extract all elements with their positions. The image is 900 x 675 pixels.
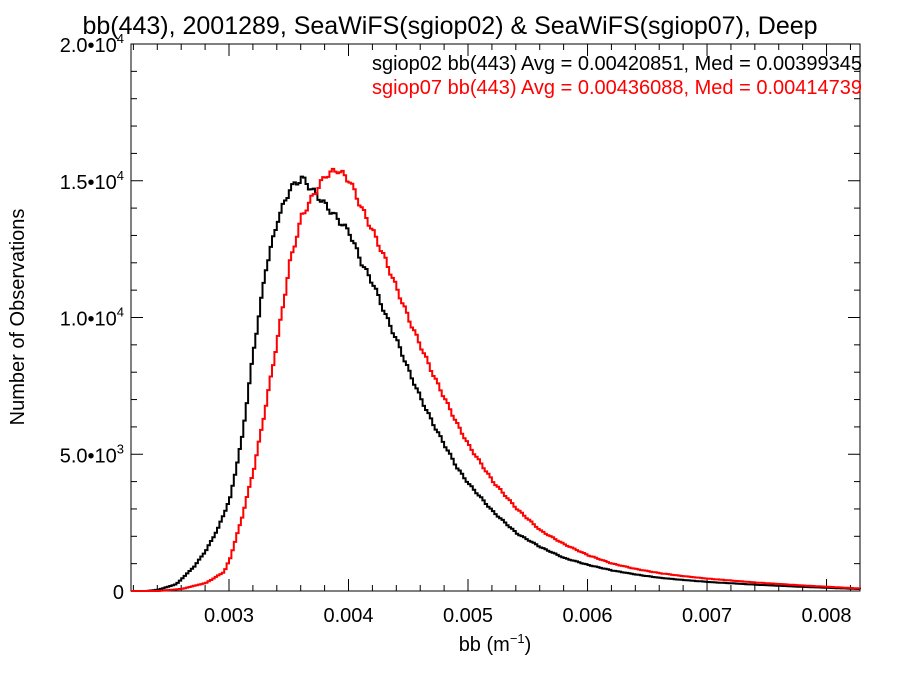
x-tick-label: 0.003	[204, 605, 254, 627]
x-tick-label: 0.005	[443, 605, 493, 627]
plot-frame	[130, 43, 861, 592]
y-tick-label: 1.5•104	[60, 168, 124, 194]
y-axis-label: Number of Observations	[7, 209, 29, 426]
chart-title: bb(443), 2001289, SeaWiFS(sgiop02) & Sea…	[82, 12, 817, 40]
y-tick-label: 2.0•104	[60, 31, 124, 57]
x-axis: 0.003 0.004 0.005 0.006 0.007 0.008	[132, 44, 852, 627]
x-tick-label: 0.007	[682, 605, 732, 627]
legend-entry-sgiop02: sgiop02 bb(443) Avg = 0.00420851, Med = …	[372, 53, 862, 75]
y-tick-label: 0	[113, 582, 124, 604]
y-tick-label: 5.0•103	[60, 441, 124, 467]
legend-entry-sgiop07: sgiop07 bb(443) Avg = 0.00436088, Med = …	[372, 77, 862, 99]
series-sgiop02-line	[131, 175, 861, 592]
y-axis: 0 5.0•103 1.0•104 1.5•104 2.0•104	[60, 31, 860, 604]
x-axis-label: bb (m−1)	[459, 631, 532, 656]
x-tick-label: 0.008	[802, 605, 852, 627]
x-tick-label: 0.006	[562, 605, 612, 627]
series-sgiop07-line	[131, 167, 861, 592]
y-tick-label: 1.0•104	[60, 305, 124, 331]
x-tick-label: 0.004	[323, 605, 373, 627]
x-axis-label-exponent: −1	[510, 631, 525, 646]
series-group	[131, 167, 861, 592]
